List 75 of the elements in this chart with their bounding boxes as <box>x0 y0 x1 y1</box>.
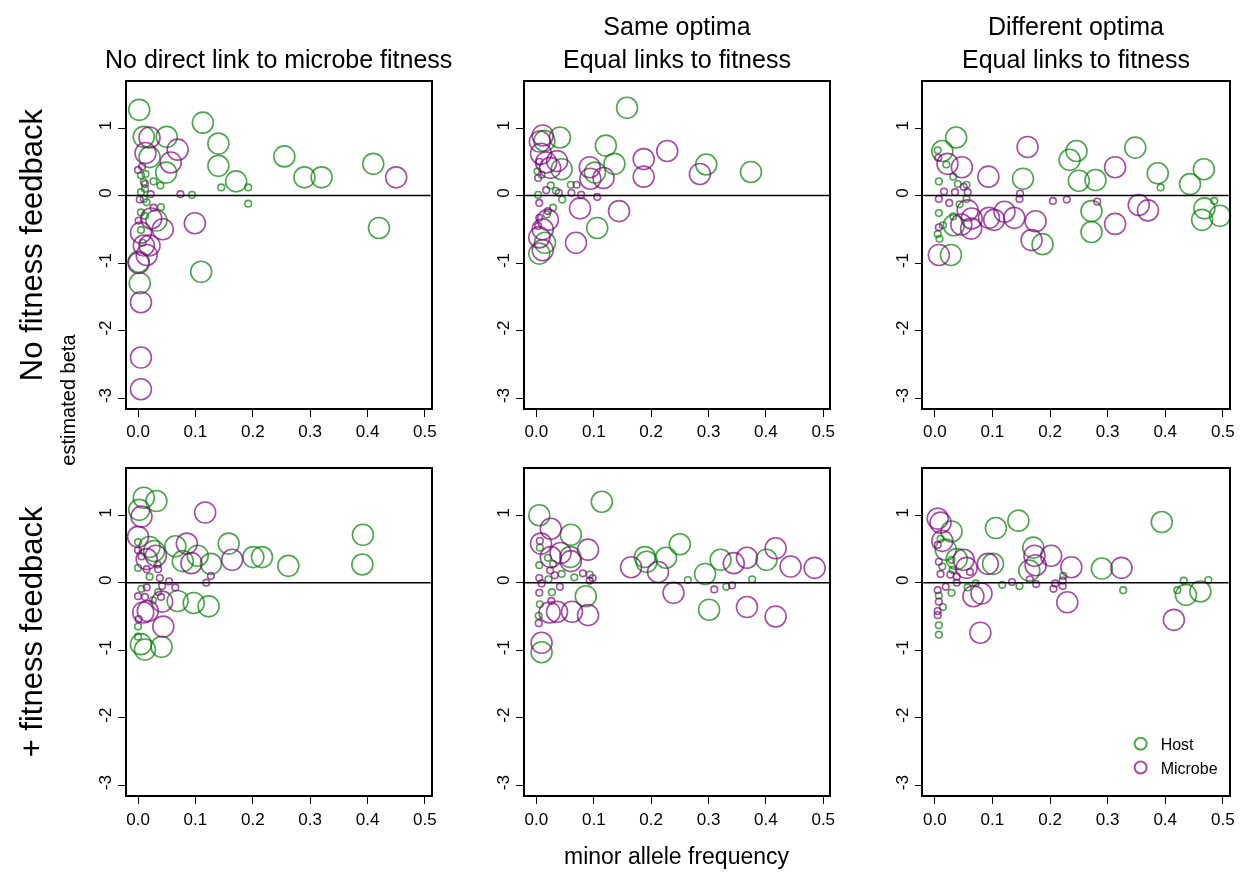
y-tick-label: -1 <box>494 252 514 269</box>
x-tick-label: 0.1 <box>581 809 606 829</box>
x-tick-label: 0.0 <box>524 422 549 442</box>
y-tick-label: 0 <box>892 188 912 198</box>
x-tick-label: 0.2 <box>639 422 663 442</box>
y-tick-label: 0 <box>95 188 115 198</box>
y-tick-label: -2 <box>95 320 115 336</box>
y-tick-label: 1 <box>892 507 912 518</box>
y-tick-label: -1 <box>892 640 912 656</box>
x-tick-label: 0.0 <box>923 809 947 829</box>
x-axis-title: minor allele frequency <box>564 843 790 869</box>
x-tick-label: 0.3 <box>696 422 721 442</box>
y-tick-label: 1 <box>494 507 514 518</box>
y-tick-label: -3 <box>892 775 912 791</box>
x-tick-label: 0.2 <box>1038 422 1062 442</box>
x-tick-label: 0.3 <box>298 809 322 829</box>
x-tick-label: 0.5 <box>413 422 437 442</box>
y-tick-label: -2 <box>892 707 912 723</box>
x-tick-label: 0.3 <box>1095 809 1120 829</box>
y-tick-label: -2 <box>95 707 115 723</box>
x-tick-label: 0.5 <box>811 422 836 442</box>
x-tick-label: 0.0 <box>923 422 947 442</box>
x-tick-label: 0.5 <box>1211 809 1235 829</box>
x-tick-label: 0.2 <box>240 422 265 442</box>
chart-title: Different optima Equal links to fitness <box>962 12 1190 73</box>
y-tick-label: 0 <box>494 188 514 198</box>
x-tick-label: 0.2 <box>240 809 265 829</box>
x-tick-label: 0.5 <box>413 809 437 829</box>
y-tick-label: 1 <box>95 120 115 131</box>
x-tick-label: 0.4 <box>754 809 778 829</box>
x-tick-label: 0.3 <box>1095 422 1120 442</box>
x-tick-label: 0.5 <box>1211 422 1235 442</box>
y-tick-label: -2 <box>494 320 514 336</box>
x-tick-label: 0.0 <box>524 809 549 829</box>
legend-label: Microbe <box>1160 759 1218 777</box>
legend-label: Host <box>1160 735 1195 753</box>
text: estimated beta <box>56 333 79 466</box>
y-tick-label: 0 <box>494 575 514 585</box>
y-tick-label: 0 <box>892 575 912 585</box>
x-tick-label: 0.3 <box>696 809 721 829</box>
x-tick-label: 0.5 <box>811 809 836 829</box>
y-tick-label: -3 <box>95 387 115 404</box>
y-tick-label: 1 <box>494 120 514 131</box>
y-tick-label: -3 <box>95 775 115 791</box>
y-tick-label: -1 <box>892 252 912 269</box>
chart-title: Same optima Equal links to fitness <box>563 12 791 73</box>
y-tick-label: 1 <box>892 120 912 131</box>
chart-title: No direct link to microbe fitness <box>105 45 453 73</box>
x-tick-label: 0.2 <box>1038 809 1062 829</box>
y-tick-label: -2 <box>892 320 912 336</box>
y-tick-label: -1 <box>494 640 514 656</box>
x-tick-label: 0.0 <box>126 809 150 829</box>
x-tick-label: 0.4 <box>1153 809 1178 829</box>
x-tick-label: 0.1 <box>183 422 208 442</box>
x-tick-label: 0.2 <box>639 809 663 829</box>
x-tick-label: 0.4 <box>754 422 778 442</box>
x-tick-label: 0.1 <box>980 422 1005 442</box>
y-tick-label: -3 <box>892 387 912 404</box>
y-axis-title: + fitness feedback <box>13 506 49 758</box>
x-tick-label: 0.0 <box>126 422 150 442</box>
x-tick-label: 0.3 <box>298 422 322 442</box>
x-tick-label: 0.4 <box>355 809 380 829</box>
y-tick-label: 1 <box>95 507 115 518</box>
x-tick-label: 0.1 <box>183 809 208 829</box>
y-tick-label: -1 <box>95 252 115 269</box>
x-tick-label: 0.4 <box>1153 422 1178 442</box>
x-tick-label: 0.1 <box>980 809 1005 829</box>
y-tick-label: -1 <box>95 640 115 656</box>
y-tick-label: 0 <box>95 575 115 585</box>
y-tick-label: -3 <box>494 387 514 404</box>
y-axis-title: No fitness feedback <box>13 108 49 382</box>
x-tick-label: 0.4 <box>355 422 380 442</box>
y-tick-label: -3 <box>494 775 514 791</box>
y-tick-label: -2 <box>494 707 514 723</box>
x-tick-label: 0.1 <box>581 422 606 442</box>
